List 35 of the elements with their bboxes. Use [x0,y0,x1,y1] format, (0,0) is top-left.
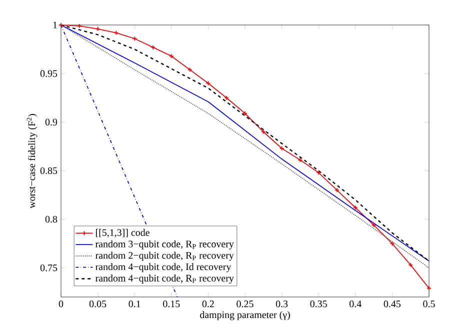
y-tick-label: 0.95 [40,70,58,77]
legend-label: [[5,1,3]] code [96,228,150,238]
point [150,44,156,50]
legend-label: random 2−qubit code, R$_{P}$ recovery [95,252,234,261]
x-tick-label: 0.45 [384,300,401,308]
point [76,24,82,28]
point [408,262,414,268]
point [316,170,322,176]
y-tick-label: 0.75 [40,264,58,272]
legend-label: random 4−qubit code, Id recovery [95,263,232,272]
x-tick-label: 0.2 [202,300,214,308]
x-tick-label: 0.3 [276,300,288,308]
x-tick-label: 0.5 [423,300,435,308]
y-axis-title: worst−case fidelity (F$^{2}$) [26,114,38,208]
point [334,188,340,193]
x-tick-label: 0.25 [236,300,254,308]
y-tick-label: 0.9 [45,118,58,126]
y-tick-label: 0.85 [40,167,58,174]
point [352,205,358,210]
x-tick-label: 0 [58,300,64,308]
point [168,54,174,59]
legend-label: random 4−qubit code, R$_{P}$ recovery [95,274,234,284]
point [132,36,138,42]
y-tick-label: 1 [53,22,57,28]
y-tick-label: 0.8 [45,216,58,223]
x-tick-label: 0.4 [350,300,362,308]
point [260,129,266,134]
x-tick-label: 0.15 [163,300,180,308]
x-axis-title: damping parameter (γ) [200,311,290,320]
x-tick-label: 0.1 [128,300,140,308]
legend-label: random 3−qubit code, R$_{P}$ recovery [95,240,234,250]
x-tick-label: 0.05 [89,300,106,308]
x-tick-label: 0.35 [310,300,327,308]
point [224,95,230,100]
point [242,110,248,116]
